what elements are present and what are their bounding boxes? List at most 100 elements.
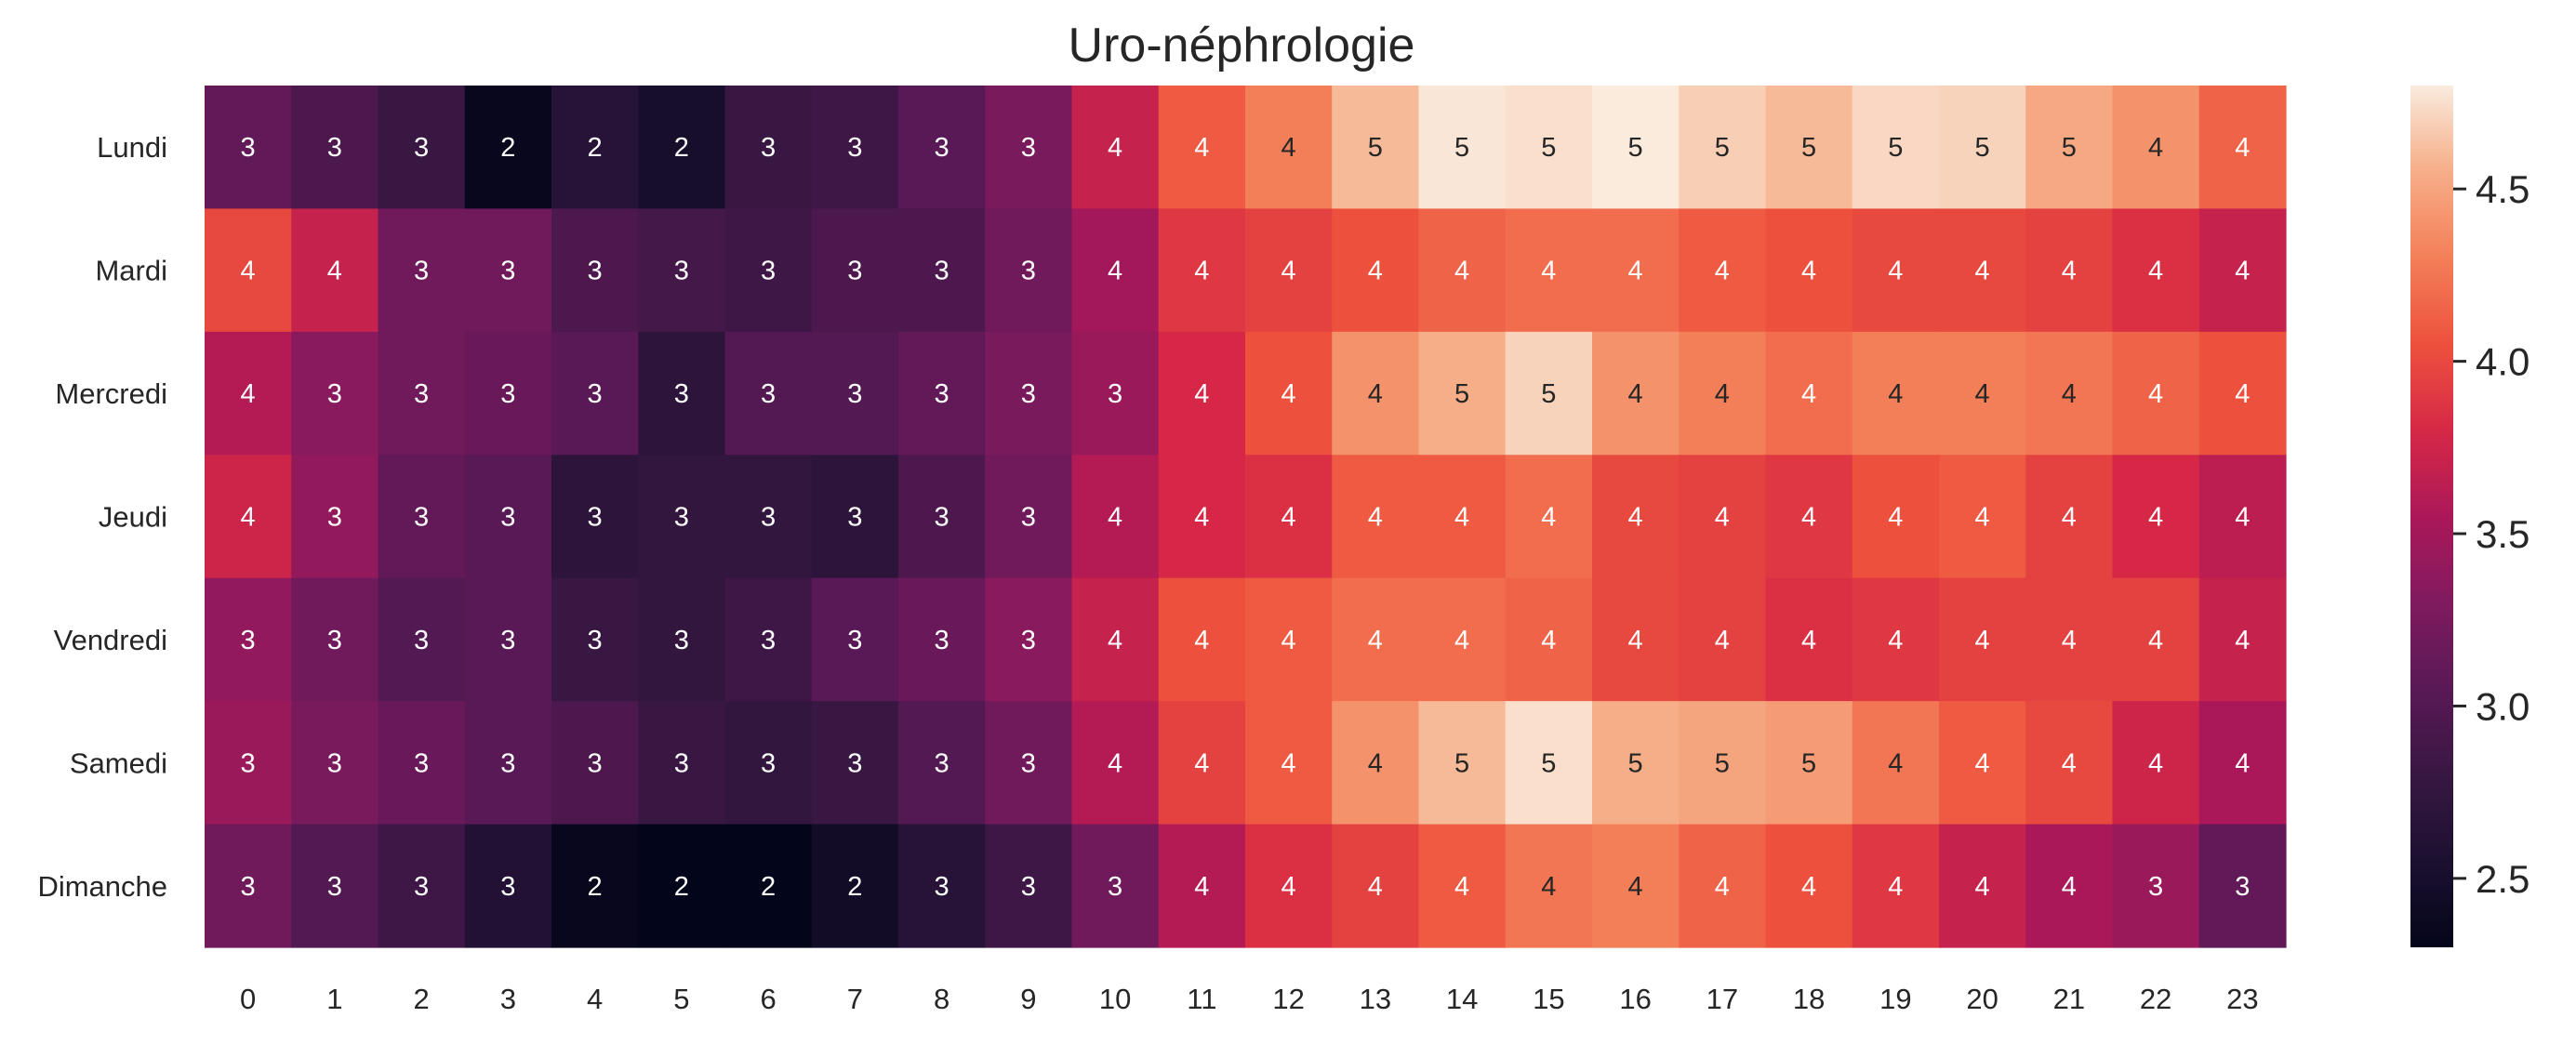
- x-tick-label-13: 13: [1360, 983, 1391, 1015]
- cell-value-label: 5: [1975, 133, 1990, 163]
- cell-value-label: 4: [1715, 872, 1730, 902]
- heatmap-cell-lundi-13: [1332, 86, 1420, 210]
- heatmap-cell-vendredi-23: [2198, 577, 2287, 702]
- heatmap-cell-vendredi-7: [811, 577, 899, 702]
- heatmap-cell-samedi-11: [1158, 701, 1246, 826]
- heatmap-cell-jeudi-9: [985, 455, 1073, 579]
- cell-value-label: 3: [588, 748, 603, 778]
- heatmap-cell-vendredi-5: [638, 577, 726, 702]
- x-tick-label-22: 22: [2140, 983, 2171, 1015]
- heatmap-cell-dimanche-13: [1332, 824, 1420, 948]
- cell-value-label: 4: [1975, 257, 1990, 286]
- heatmap-cell-samedi-22: [2112, 701, 2200, 826]
- cell-value-label: 4: [2235, 748, 2250, 778]
- cell-value-label: 4: [1975, 748, 1990, 778]
- heatmap-cell-lundi-14: [1418, 86, 1507, 210]
- cell-value-label: 4: [2235, 133, 2250, 163]
- heatmap-cell-jeudi-15: [1505, 455, 1593, 579]
- cell-value-label: 4: [1281, 257, 1296, 286]
- x-tick-label-15: 15: [1533, 983, 1564, 1015]
- heatmap-cell-jeudi-18: [1765, 455, 1853, 579]
- heatmap-cell-samedi-9: [985, 701, 1073, 826]
- cell-value-label: 4: [1281, 133, 1296, 163]
- cell-value-label: 4: [2062, 872, 2077, 902]
- cell-value-label: 3: [500, 379, 515, 409]
- cell-value-label: 3: [761, 133, 776, 163]
- heatmap-cell-mardi-16: [1592, 208, 1680, 333]
- heatmap-cell-jeudi-22: [2112, 455, 2200, 579]
- heatmap-cell-lundi-22: [2112, 86, 2200, 210]
- x-axis-tick-labels: 0 1 2 3 4 5 6 7 8 9 10 11 12 13 14 15 16 17 18 19 20 21 22 23: [240, 983, 2259, 1015]
- heatmap-cell-mardi-23: [2198, 208, 2287, 333]
- cell-value-label: 4: [1194, 379, 1209, 409]
- cell-value-label: 4: [1888, 872, 1903, 902]
- cell-value-label: 3: [761, 379, 776, 409]
- heatmap-cell-samedi-20: [1939, 701, 2026, 826]
- cell-value-label: 4: [1194, 133, 1209, 163]
- cell-value-label: 3: [500, 257, 515, 286]
- heatmap-cell-samedi-7: [811, 701, 899, 826]
- y-axis-tick-labels: Lundi Mardi Mercredi Jeudi Vendredi Samedi Dim…: [37, 131, 167, 903]
- heatmap-cell-lundi-19: [1852, 86, 1940, 210]
- heatmap-cell-samedi-8: [898, 701, 986, 826]
- cell-value-label: 4: [1801, 257, 1816, 286]
- heatmap-cell-mardi-21: [2025, 208, 2114, 333]
- cell-value-label: 4: [1281, 379, 1296, 409]
- heatmap-cell-samedi-5: [638, 701, 726, 826]
- cell-value-label: 5: [1628, 133, 1643, 163]
- cell-value-label: 4: [1888, 379, 1903, 409]
- heatmap-cell-mercredi-10: [1071, 331, 1160, 456]
- heatmap-cell-dimanche-3: [464, 824, 552, 948]
- heatmap-cell-mercredi-16: [1592, 331, 1680, 456]
- cell-value-label: 4: [1281, 748, 1296, 778]
- x-tick-label-8: 8: [934, 983, 949, 1015]
- heatmap-cell-vendredi-17: [1679, 577, 1767, 702]
- cell-value-label: 4: [241, 379, 256, 409]
- heatmap-cell-samedi-12: [1245, 701, 1333, 826]
- cell-value-label: 3: [935, 379, 949, 409]
- heatmap-cell-jeudi-5: [638, 455, 726, 579]
- heatmap-cell-dimanche-22: [2112, 824, 2200, 948]
- heatmap-cell-mercredi-0: [205, 331, 292, 456]
- cell-value-label: 4: [1108, 503, 1122, 533]
- heatmap-cell-mardi-22: [2112, 208, 2200, 333]
- cell-value-label: 3: [414, 503, 429, 533]
- cell-value-label: 4: [2148, 503, 2163, 533]
- cell-value-label: 3: [414, 626, 429, 655]
- colorbar: 2.5 3.0 3.5 4.0 4.5: [2410, 86, 2530, 948]
- cell-value-label: 5: [1801, 748, 1816, 778]
- heatmap-cell-mardi-10: [1071, 208, 1160, 333]
- cell-value-label: 3: [241, 626, 256, 655]
- heatmap-cell-jeudi-16: [1592, 455, 1680, 579]
- cell-value-label: 2: [674, 872, 689, 902]
- cell-value-label: 3: [414, 257, 429, 286]
- x-tick-label-20: 20: [1966, 983, 1998, 1015]
- heatmap-cell-dimanche-6: [724, 824, 813, 948]
- cell-value-label: 4: [1108, 133, 1122, 163]
- heatmap-cell-mardi-15: [1505, 208, 1593, 333]
- cell-value-label: 3: [500, 626, 515, 655]
- heatmap-cell-jeudi-0: [205, 455, 292, 579]
- heatmap-cell-jeudi-10: [1071, 455, 1160, 579]
- heatmap-cell-jeudi-14: [1418, 455, 1507, 579]
- heatmap-cell-dimanche-0: [205, 824, 292, 948]
- heatmap-cell-mercredi-6: [724, 331, 813, 456]
- heatmap-cell-mercredi-2: [378, 331, 466, 456]
- cell-value-label: 3: [761, 748, 776, 778]
- cell-value-label: 4: [2062, 503, 2077, 533]
- cell-value-label: 3: [674, 257, 689, 286]
- colorbar-tick-label-4.5: 4.5: [2476, 167, 2530, 211]
- cell-value-label: 3: [847, 503, 862, 533]
- cell-value-label: 2: [588, 872, 603, 902]
- x-tick-label-19: 19: [1879, 983, 1911, 1015]
- heatmap-cell-lundi-3: [464, 86, 552, 210]
- cell-value-label: 3: [588, 503, 603, 533]
- heatmap-cell-mardi-14: [1418, 208, 1507, 333]
- cell-value-label: 4: [1368, 748, 1383, 778]
- cell-value-label: 3: [674, 626, 689, 655]
- cell-value-label: 4: [1454, 257, 1469, 286]
- cell-value-label: 3: [847, 133, 862, 163]
- cell-value-label: 5: [1541, 379, 1556, 409]
- cell-value-label: 3: [1021, 748, 1036, 778]
- heatmap-cell-jeudi-13: [1332, 455, 1420, 579]
